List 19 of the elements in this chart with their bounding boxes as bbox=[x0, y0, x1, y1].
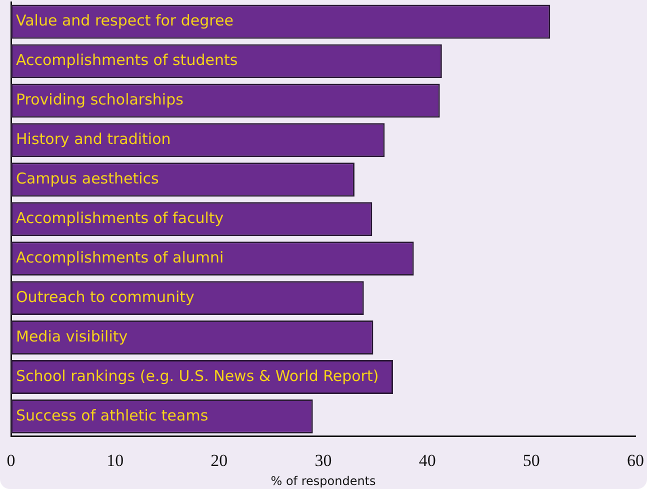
x-tick-label: 10 bbox=[106, 450, 124, 470]
y-tick-label: Accomplishments of alumni bbox=[16, 248, 224, 266]
x-tick-label: 60 bbox=[627, 450, 644, 470]
x-axis-title: % of respondents bbox=[270, 474, 376, 488]
y-tick-label: Accomplishments of students bbox=[16, 51, 238, 70]
y-tick-label: Accomplishments of faculty bbox=[16, 208, 224, 227]
x-tick-label: 30 bbox=[314, 450, 332, 470]
x-tick-label: 0 bbox=[6, 450, 16, 470]
y-tick-label: Providing scholarships bbox=[16, 90, 184, 109]
x-tick-label: 20 bbox=[210, 450, 228, 470]
x-tick-label: 50 bbox=[522, 450, 540, 470]
y-tick-label: School rankings (e.g. U.S. News & World Report) bbox=[16, 366, 379, 385]
y-tick-label: Value and respect for degree bbox=[16, 12, 234, 30]
y-tick-label: History and tradition bbox=[16, 130, 171, 148]
x-tick-label: 40 bbox=[418, 450, 436, 470]
y-tick-label: Campus aesthetics bbox=[16, 170, 160, 188]
y-tick-label: Success of athletic teams bbox=[16, 406, 208, 424]
y-tick-label: Outreach to community bbox=[16, 288, 195, 306]
y-tick-label: Media visibility bbox=[16, 327, 128, 346]
